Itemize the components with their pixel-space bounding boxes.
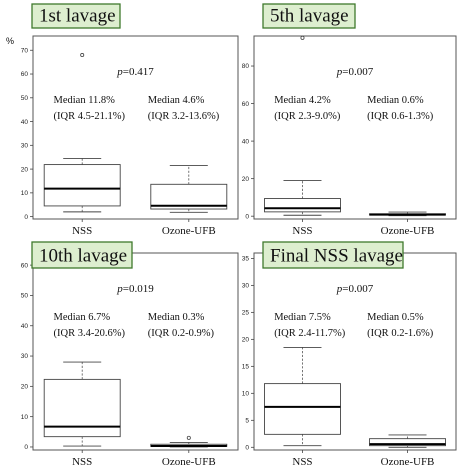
p-value: p=0.007: [336, 283, 374, 295]
median-annotation: Median 4.2%: [274, 95, 331, 106]
plot-frame: [253, 35, 457, 220]
panel-title: 5th lavage: [270, 6, 349, 27]
y-tick-label: 50: [21, 95, 29, 102]
y-tick-label: 0: [24, 214, 28, 221]
y-tick-label: 70: [21, 47, 29, 54]
p-value: p=0.417: [116, 66, 154, 78]
median-annotation: Median 0.6%: [367, 95, 424, 106]
y-tick-label: 40: [21, 119, 29, 126]
y-tick-label: 40: [21, 323, 29, 330]
y-axis-unit: %: [6, 36, 14, 46]
x-category-label: NSS: [72, 225, 92, 237]
iqr-box: [43, 378, 121, 438]
y-tick-label: 60: [21, 71, 29, 78]
y-tick-label: 50: [21, 293, 29, 300]
iqr-annotation: (IQR 3.4-20.6%): [54, 328, 126, 339]
y-tick-label: 10: [21, 190, 29, 197]
y-tick-label: 35: [242, 256, 250, 263]
iqr-annotation: (IQR 2.4-11.7%): [274, 328, 346, 339]
y-tick-label: 0: [245, 445, 249, 452]
panel-title: 10th lavage: [39, 246, 127, 267]
median-annotation: Median 11.8%: [54, 95, 116, 106]
y-tick-label: 0: [245, 213, 249, 220]
p-value-text: =0.019: [123, 283, 154, 295]
p-symbol: p: [336, 66, 343, 78]
x-category-label: Ozone-UFB: [381, 225, 435, 237]
p-symbol: p: [116, 283, 123, 295]
y-tick-label: 25: [242, 310, 250, 317]
iqr-annotation: (IQR 4.5-21.1%): [54, 111, 126, 122]
y-tick-label: 0: [24, 444, 28, 451]
y-tick-label: 20: [242, 176, 250, 183]
outlier-point: [80, 53, 85, 58]
iqr-box: [369, 438, 446, 447]
x-category-label: NSS: [292, 225, 312, 237]
panel-title: 1st lavage: [39, 6, 116, 27]
iqr-annotation: (IQR 0.2-0.9%): [148, 328, 215, 339]
y-tick-label: 5: [245, 418, 249, 425]
panel-title: Final NSS lavage: [270, 246, 403, 267]
y-tick-label: 20: [21, 166, 29, 173]
x-category-label: Ozone-UFB: [162, 456, 216, 468]
panel-title-box: [262, 3, 356, 29]
x-category-label: Ozone-UFB: [162, 225, 216, 237]
p-value-text: =0.417: [123, 66, 154, 78]
iqr-box: [264, 198, 341, 213]
y-tick-label: 10: [21, 414, 29, 421]
median-annotation: Median 0.5%: [367, 312, 424, 323]
y-tick-label: 20: [242, 337, 250, 344]
iqr-annotation: (IQR 0.2-1.6%): [367, 328, 434, 339]
y-tick-label: 15: [242, 364, 250, 371]
plot-frame: [32, 252, 239, 451]
box-ozone-ufb: [369, 211, 446, 217]
panel-3: 0 10 20 30 40 50 60 NSS Ozone-UFB p=0.019 Median 6…: [21, 241, 239, 468]
iqr-annotation: (IQR 2.3-9.0%): [274, 111, 341, 122]
y-tick-label: 60: [242, 101, 250, 108]
box-nss: [43, 255, 121, 447]
median-annotation: Median 0.3%: [148, 312, 205, 323]
y-tick-label: 60: [21, 262, 29, 269]
panel-2: 0 20 40 60 80 NSS Ozone-UFB p=0.007 Median 4.2% (…: [242, 3, 457, 237]
y-tick-label: 30: [21, 143, 29, 150]
iqr-box: [43, 164, 121, 207]
panel-title-box: [262, 241, 404, 269]
panel-1: 0 10 20 30 40 50 60 70 NSS Ozone-UFB p=0.417 Median…: [6, 3, 239, 237]
box-nss: [43, 53, 121, 213]
p-symbol: p: [336, 283, 343, 295]
outlier-point: [186, 435, 191, 440]
box-nss: [264, 35, 341, 216]
box-ozone-ufb: [369, 434, 446, 448]
box-nss: [264, 254, 341, 447]
box-ozone-ufb: [150, 435, 228, 448]
iqr-annotation: (IQR 3.2-13.6%): [148, 111, 220, 122]
x-category-label: NSS: [72, 456, 92, 468]
iqr-box: [264, 383, 341, 435]
p-value-text: =0.007: [342, 283, 373, 295]
y-tick-label: 20: [21, 384, 29, 391]
median-annotation: Median 6.7%: [54, 312, 111, 323]
median-annotation: Median 4.6%: [148, 95, 205, 106]
median-annotation: Median 7.5%: [274, 312, 331, 323]
p-value: p=0.019: [116, 283, 154, 295]
y-tick-label: 80: [242, 63, 250, 70]
plot-frame: [32, 35, 239, 220]
panel-4: 0 5 10 15 20 25 30 35 NSS Ozone-UFB p=0.007 Median …: [242, 241, 457, 468]
x-category-label: Ozone-UFB: [381, 456, 435, 468]
p-value-text: =0.007: [342, 66, 373, 78]
panel-title-box: [31, 241, 133, 269]
p-symbol: p: [116, 66, 123, 78]
p-value: p=0.007: [336, 66, 374, 78]
y-tick-label: 40: [242, 138, 250, 145]
y-tick-label: 10: [242, 391, 250, 398]
box-ozone-ufb: [150, 165, 228, 213]
x-category-label: NSS: [292, 456, 312, 468]
panel-title-box: [31, 3, 121, 29]
iqr-annotation: (IQR 0.6-1.3%): [367, 111, 434, 122]
y-tick-label: 30: [21, 353, 29, 360]
outlier-point: [300, 35, 305, 40]
y-tick-label: 30: [242, 283, 250, 290]
